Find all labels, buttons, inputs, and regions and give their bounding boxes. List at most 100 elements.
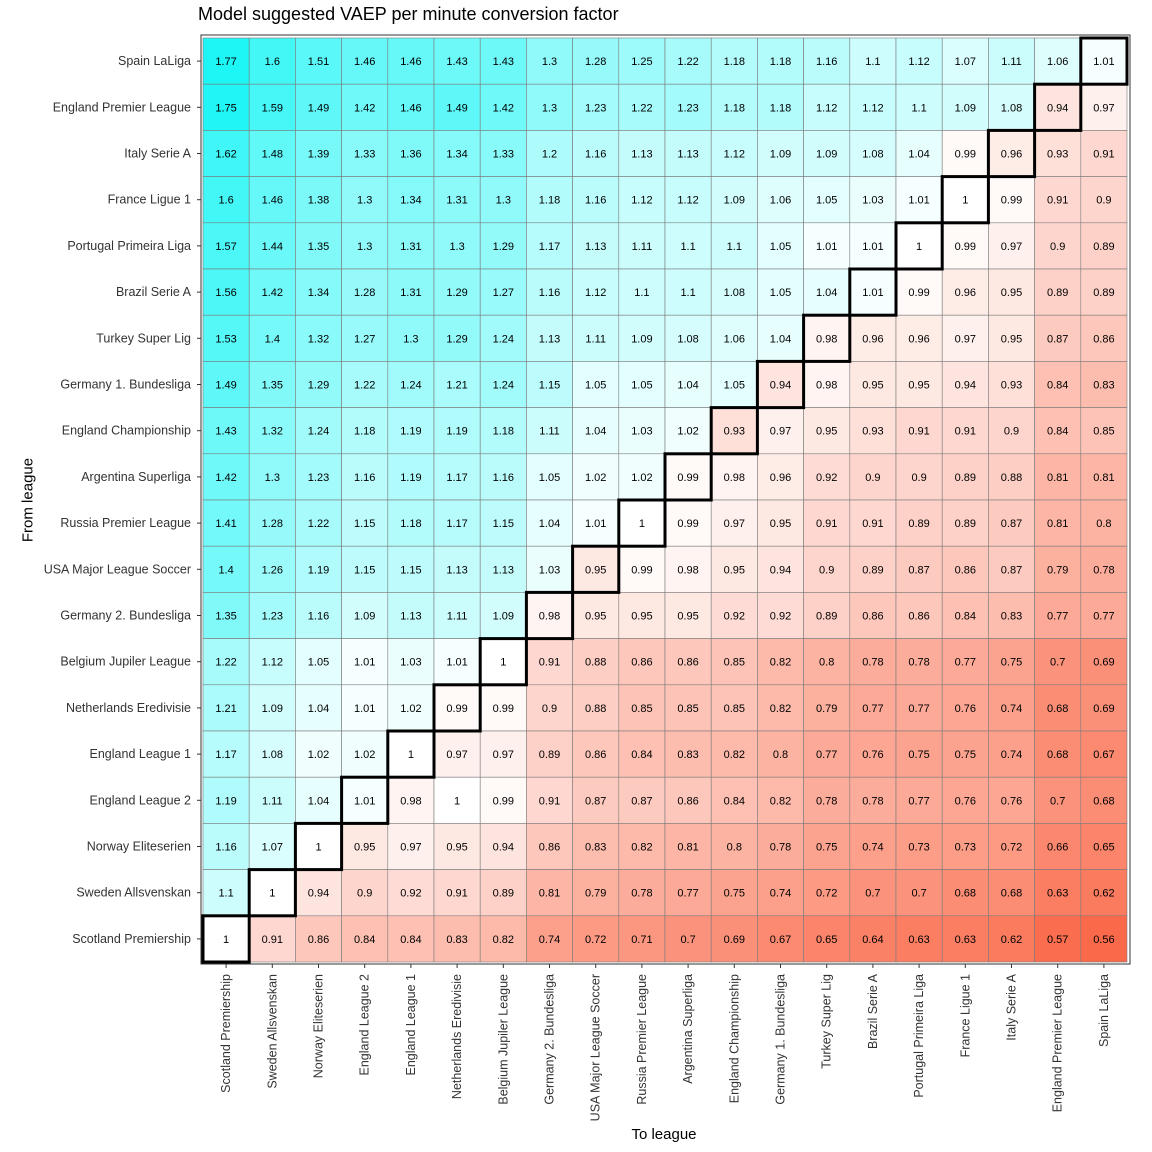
cell-value-label: 1.18: [354, 426, 375, 438]
cell-value-label: 1.2: [542, 149, 557, 161]
heatmap-cell: [341, 176, 389, 224]
y-tick-label: England Premier League: [53, 100, 191, 114]
cell-value-label: 1.51: [308, 56, 329, 68]
cell-value-label: 0.96: [862, 333, 883, 345]
heatmap-cell: [618, 499, 666, 547]
cell-value-label: 1.16: [215, 842, 236, 854]
cell-value-label: 0.91: [816, 518, 837, 530]
cell-value-label: 0.7: [680, 934, 695, 946]
x-tick-label: Argentina Superliga: [681, 974, 695, 1084]
cell-value-label: 0.94: [770, 380, 791, 392]
cell-value-label: 1.31: [446, 195, 467, 207]
heatmap-cell: [387, 776, 435, 824]
heatmap-cell: [757, 407, 804, 455]
diagonal-highlight-layer: [201, 36, 1129, 964]
heatmap-cell: [387, 176, 435, 224]
heatmap-cell: [618, 268, 666, 316]
cell-value-label: 0.9: [542, 703, 557, 715]
heatmap-cell: [387, 222, 435, 270]
heatmap-cell: [849, 268, 897, 316]
cell-value-label: 1.36: [400, 149, 421, 161]
heatmap-cell: [1034, 545, 1082, 593]
heatmap-cell: [803, 407, 851, 455]
diagonal-highlight-cell: [755, 359, 806, 410]
cell-value-label: 0.89: [493, 888, 514, 900]
cell-value-label: 1.13: [631, 149, 652, 161]
heatmap-cell: [988, 268, 1035, 316]
cell-value-label: 1.12: [631, 195, 652, 207]
heatmap-cell: [1080, 268, 1128, 316]
cell-value-label: 1.33: [493, 149, 514, 161]
cell-value-label: 1.41: [215, 518, 236, 530]
cell-value-label: 0.99: [677, 518, 698, 530]
diagonal-highlight-cell: [848, 267, 898, 317]
heatmap-cell: [988, 730, 1035, 778]
cell-value-label: 1.32: [262, 426, 283, 438]
heatmap-cell: [849, 499, 897, 547]
y-tick-label: Scotland Premiership: [72, 932, 191, 946]
cell-value-label: 0.96: [955, 287, 976, 299]
heatmap-cell: [526, 130, 573, 177]
heatmap-cell: [572, 869, 620, 917]
cell-value-label: 0.95: [1001, 287, 1022, 299]
cell-value-label: 1.01: [585, 518, 606, 530]
cell-value-label: 1.09: [816, 149, 837, 161]
cell-value-label: 0.9: [1096, 195, 1111, 207]
cell-value-label: 1.06: [1047, 56, 1068, 68]
heatmap-cell: [526, 499, 573, 547]
heatmap-cell: [479, 222, 527, 270]
heatmap-cell: [988, 915, 1035, 963]
cell-value-label: 1.19: [400, 426, 421, 438]
cell-value-label: 1.04: [539, 518, 560, 530]
cell-value-label: 1.42: [493, 102, 514, 114]
cell-value-label: 0.68: [1093, 795, 1114, 807]
heatmap-cell: [757, 869, 804, 917]
cell-value-label: 0.83: [677, 749, 698, 761]
heatmap-cell: [710, 407, 758, 455]
diagonal-highlight-cell: [709, 406, 759, 456]
heatmap-cell: [618, 730, 666, 778]
x-tick-label: Belgium Jupiler League: [496, 974, 510, 1105]
cell-value-label: 1.21: [215, 703, 236, 715]
cell-value-label: 1.28: [262, 518, 283, 530]
cell-value-label: 1.24: [400, 380, 421, 392]
cell-value-label: 1.13: [446, 564, 467, 576]
cell-value-label: 0.69: [1093, 703, 1114, 715]
heatmap-cell: [1080, 545, 1128, 593]
cell-value-label: 1.3: [265, 472, 280, 484]
cell-value-label: 1.25: [631, 56, 652, 68]
cell-value-label: 1.15: [493, 518, 514, 530]
heatmap-cell: [433, 130, 481, 177]
heatmap-cell: [710, 915, 758, 963]
heatmap-cell: [618, 407, 666, 455]
heatmap-cell: [618, 638, 666, 686]
heatmap-cell: [572, 823, 620, 870]
heatmap-cell: [941, 730, 989, 778]
cell-value-label: 1.1: [218, 888, 233, 900]
cell-value-label: 0.78: [908, 657, 929, 669]
heatmap-cell: [1080, 776, 1128, 824]
heatmap-cell: [341, 545, 389, 593]
cell-value-label: 1.23: [585, 102, 606, 114]
cell-value-label: 0.82: [493, 934, 514, 946]
cell-value-label: 1.24: [308, 426, 329, 438]
cell-value-label: 1.26: [262, 564, 283, 576]
cell-value-label: 0.82: [724, 749, 745, 761]
heatmap-cell: [341, 222, 389, 270]
heatmap-cell: [248, 592, 296, 639]
heatmap-cell: [1034, 730, 1082, 778]
cell-value-label: 0.63: [908, 934, 929, 946]
cell-value-label: 0.9: [911, 472, 926, 484]
cell-value-label: 1.53: [215, 333, 236, 345]
heatmap-cell: [202, 592, 250, 639]
heatmap-cell: [1034, 361, 1082, 408]
y-tick-labels: Spain LaLiga England Premier League Italy …: [44, 54, 201, 946]
heatmap-cell: [664, 268, 712, 316]
heatmap-cell: [941, 37, 989, 85]
heatmap-cell: [387, 361, 435, 408]
heatmap-cell: [1080, 684, 1128, 732]
y-tick-label: France Ligue 1: [108, 193, 191, 207]
cell-value-label: 1.16: [493, 472, 514, 484]
cell-value-label: 0.76: [1001, 795, 1022, 807]
heatmap-cell: [572, 915, 620, 963]
